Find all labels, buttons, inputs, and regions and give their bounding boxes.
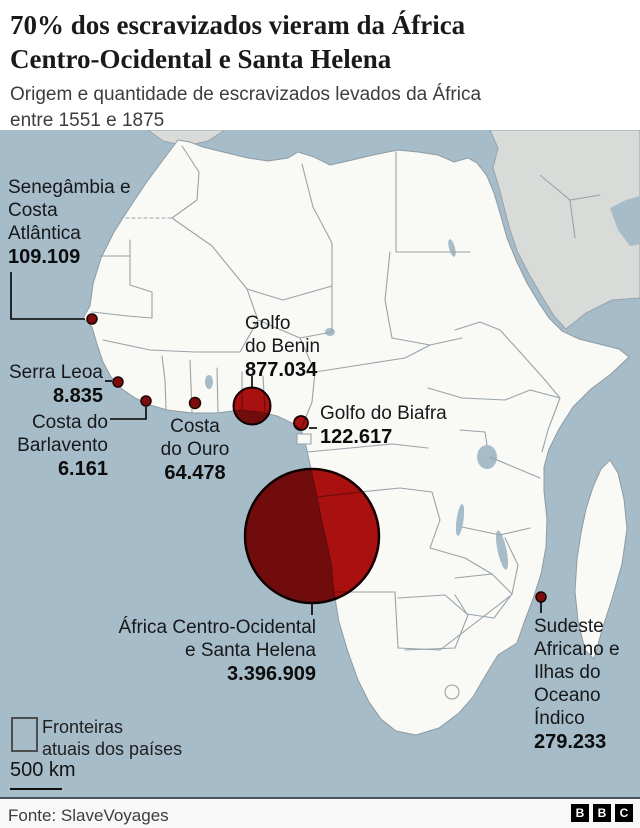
dot-sudeste-africano — [535, 591, 547, 603]
country-borders — [91, 145, 561, 700]
label-value: 109.109 — [8, 246, 81, 268]
label-line: África Centro-Ocidental — [118, 617, 316, 638]
subtitle: Origem e quantidade de escravizados leva… — [10, 82, 630, 134]
lake-volta — [205, 375, 213, 389]
persian-gulf — [610, 196, 640, 246]
footer: Fonte: SlaveVoyages B B C — [0, 797, 640, 828]
label-value: 3.396.909 — [227, 663, 316, 685]
page-title: 70% dos escravizados vieram da África Ce… — [10, 8, 630, 76]
label-line: do Ouro — [160, 439, 230, 460]
label-value: 279.233 — [534, 731, 607, 753]
label-line: Oceano — [534, 685, 601, 706]
header: 70% dos escravizados vieram da África Ce… — [0, 0, 640, 131]
data-dots — [86, 313, 547, 603]
label-line: e Santa Helena — [185, 640, 316, 661]
bbc-logo-block-2: B — [593, 804, 611, 822]
label-costa-do-ouro: Costa do Ouro 64.478 — [145, 415, 245, 485]
label-line: Serra Leoa — [8, 362, 103, 383]
label-value: 6.161 — [57, 458, 108, 480]
label-line: Costa — [8, 200, 58, 221]
dot-serra-leoa — [112, 376, 124, 388]
label-line: Senegâmbia e — [8, 177, 131, 198]
dot-costa-do-barlavento — [140, 395, 152, 407]
scale-label: 500 km — [10, 759, 76, 781]
lake-victoria — [477, 445, 497, 469]
leader-barlavento — [110, 407, 147, 420]
label-senegambia: Senegâmbia e Costa Atlântica 109.109 — [8, 176, 131, 269]
label-line: Golfo do Biafra — [320, 403, 447, 424]
arabia-landmass — [489, 130, 640, 330]
africa-map: Senegâmbia e Costa Atlântica 109.109 Ser… — [0, 130, 640, 797]
bubble-africa-centro-ocidental — [243, 467, 381, 605]
label-serra-leoa: Serra Leoa 8.835 — [0, 361, 103, 408]
subtitle-line-2: entre 1551 e 1875 — [10, 110, 165, 131]
label-line: Africano e — [534, 639, 620, 660]
label-line: Sudeste — [534, 616, 604, 637]
label-value: 8.835 — [52, 385, 103, 407]
label-sudeste-africano: Sudeste Africano e Ilhas do Oceano Índic… — [534, 615, 638, 754]
leader-senegambia — [10, 272, 85, 320]
label-line: do Benin — [245, 336, 321, 357]
label-line: Atlântica — [8, 223, 81, 244]
legend-line-1: Fronteiras — [42, 717, 124, 737]
title-line-2: Centro-Ocidental e Santa Helena — [10, 44, 392, 74]
title-line-1: 70% dos escravizados vieram da África — [10, 10, 466, 40]
label-line: Ilhas do — [534, 662, 601, 683]
label-line: Golfo — [245, 313, 291, 334]
label-costa-do-barlavento: Costa do Barlavento 6.161 — [0, 411, 108, 481]
lake-malawi — [495, 530, 509, 570]
label-line: Índico — [534, 708, 585, 729]
foreign-land — [147, 130, 640, 330]
label-golfo-do-benin: Golfo do Benin 877.034 — [245, 312, 320, 382]
source-credit: Fonte: SlaveVoyages — [8, 806, 169, 825]
equatorial-guinea-border — [296, 433, 312, 445]
dot-costa-do-ouro — [188, 396, 202, 410]
legend-border-swatch — [11, 717, 38, 752]
bbc-logo-block-1: B — [571, 804, 589, 822]
spain-landmass — [147, 130, 226, 147]
label-line: Costa do — [31, 412, 108, 433]
leader-lines — [10, 272, 542, 615]
legend-line-2: atuais dos países — [42, 739, 183, 759]
label-value: 64.478 — [164, 462, 226, 484]
label-line: Barlavento — [17, 435, 108, 456]
label-africa-centro-ocidental: África Centro-Ocidental e Santa Helena 3… — [76, 616, 316, 686]
bubble-golfo-do-biafra — [293, 415, 309, 431]
lesotho-border — [444, 684, 460, 700]
bbc-logo-block-3: C — [615, 804, 633, 822]
madagascar-island — [574, 459, 628, 660]
legend-label: Fronteiras atuais dos países — [42, 716, 182, 760]
bbc-logo: B B C — [571, 804, 633, 822]
label-golfo-do-biafra: Golfo do Biafra 122.617 — [320, 402, 447, 449]
subtitle-line-1: Origem e quantidade de escravizados leva… — [10, 84, 482, 105]
dot-senegambia — [86, 313, 98, 325]
lake-tanganyika — [455, 504, 465, 536]
label-line: Costa — [170, 416, 220, 437]
africa-continent — [82, 139, 630, 736]
label-value: 122.617 — [320, 426, 393, 448]
map-canvas — [0, 130, 640, 797]
arabia-borders — [539, 174, 601, 239]
label-value: 877.034 — [245, 359, 318, 381]
